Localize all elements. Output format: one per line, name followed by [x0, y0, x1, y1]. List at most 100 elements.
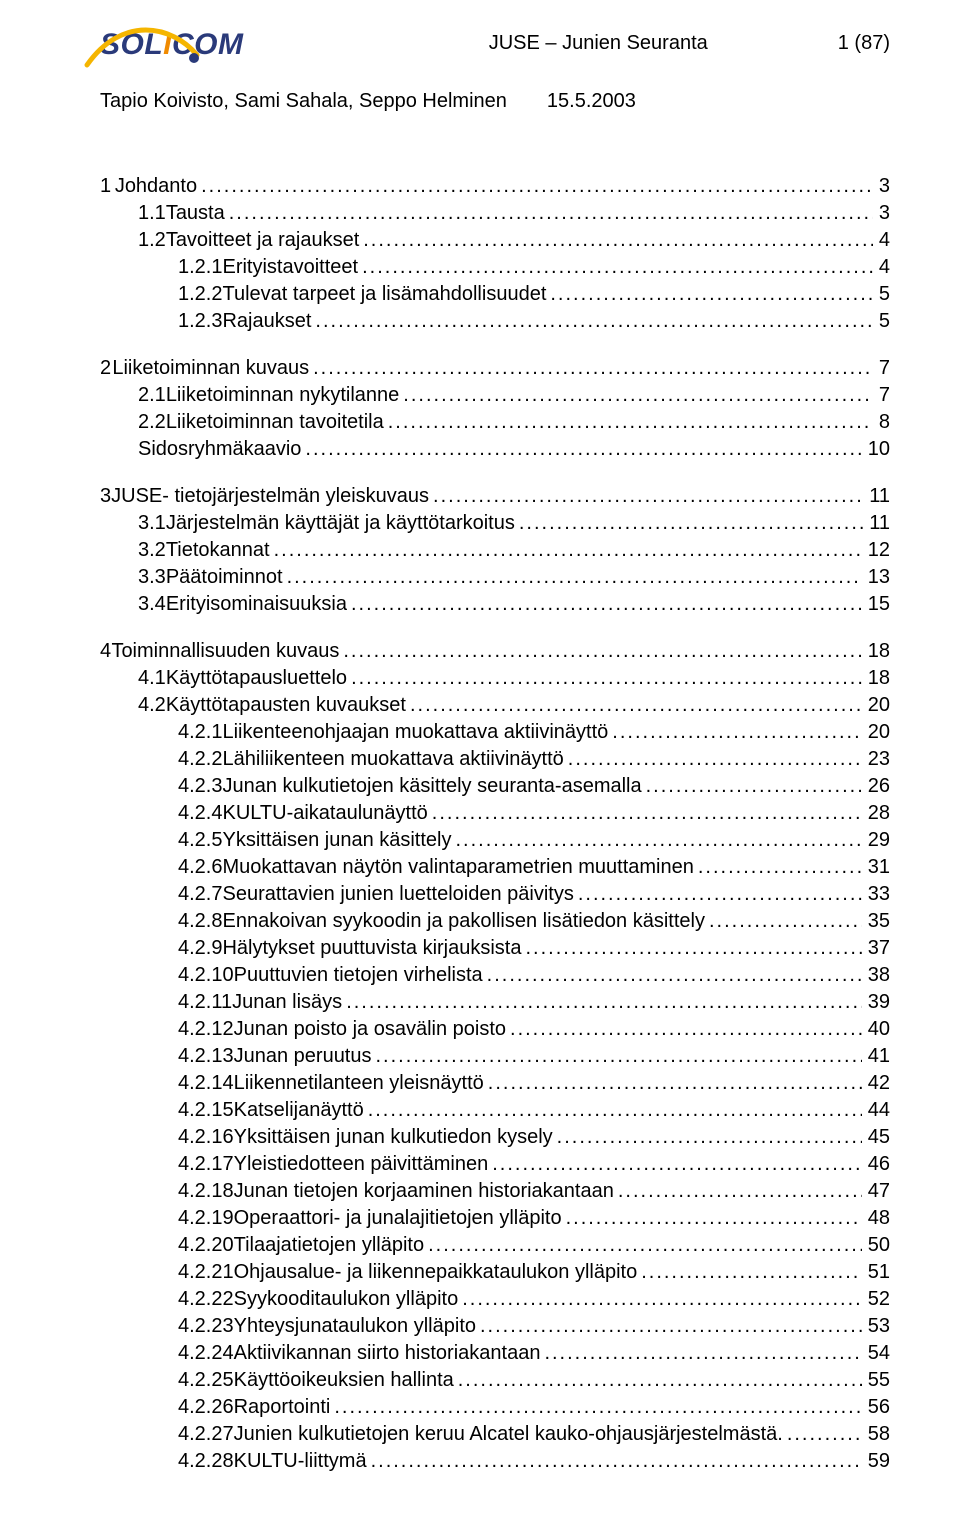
toc-entry: 4.2.6Muokattavan näytön valintaparametri… [100, 854, 890, 881]
authors-text: Tapio Koivisto, Sami Sahala, Seppo Helmi… [100, 90, 507, 113]
toc-number: 4.2.3 [178, 773, 222, 800]
toc-number: 4.2.26 [178, 1394, 234, 1421]
toc-number: 3.4 [138, 591, 166, 618]
toc-page: 53 [866, 1313, 890, 1340]
toc-leader [305, 436, 861, 463]
toc-leader [480, 1313, 862, 1340]
logo-part: I [163, 28, 172, 61]
toc-page: 5 [877, 281, 890, 308]
toc-number: 4.2.21 [178, 1259, 234, 1286]
toc-entry: 4.2.18Junan tietojen korjaaminen histori… [100, 1178, 890, 1205]
toc-title: Liikenteenohjaajan muokattava aktiivinäy… [222, 719, 608, 746]
toc-entry: 3.2Tietokannat12 [100, 537, 890, 564]
toc-leader [487, 962, 862, 989]
toc-number: 4.2.24 [178, 1340, 234, 1367]
toc-entry: 4.2.25Käyttöoikeuksien hallinta55 [100, 1367, 890, 1394]
toc-leader [510, 1016, 862, 1043]
toc-number: 2 [100, 355, 112, 382]
toc-page: 59 [866, 1448, 890, 1475]
toc-number: 4.2.18 [178, 1178, 234, 1205]
toc-title: Raportointi [234, 1394, 331, 1421]
toc-title: Yleistiedotteen päivittäminen [234, 1151, 489, 1178]
toc-page: 12 [866, 537, 890, 564]
toc-leader [229, 200, 873, 227]
toc-number: 4.2.6 [178, 854, 222, 881]
toc-entry: 1Johdanto3 [100, 173, 890, 200]
toc-page: 51 [866, 1259, 890, 1286]
toc-page: 48 [866, 1205, 890, 1232]
toc-title: Liiketoiminnan kuvaus [112, 355, 309, 382]
toc-leader [371, 1448, 862, 1475]
toc-leader [343, 638, 861, 665]
toc-entry: 4.2.21Ohjausalue- ja liikennepaikkataulu… [100, 1259, 890, 1286]
toc-title: Puuttuvien tietojen virhelista [234, 962, 483, 989]
toc-page: 38 [866, 962, 890, 989]
toc-number: 4.2.25 [178, 1367, 234, 1394]
toc-title: JUSE- tietojärjestelmän yleiskuvaus [111, 483, 429, 510]
toc-page: 37 [866, 935, 890, 962]
toc-page: 8 [877, 409, 890, 436]
doc-date: 15.5.2003 [547, 90, 636, 113]
toc-number: 4.2.22 [178, 1286, 234, 1313]
toc-entry: 4.2.10Puuttuvien tietojen virhelista38 [100, 962, 890, 989]
toc-entry: 4.2.24Aktiivikannan siirto historiakanta… [100, 1340, 890, 1367]
toc-title: Aktiivikannan siirto historiakantaan [234, 1340, 541, 1367]
toc-page: 13 [866, 564, 890, 591]
toc-leader [388, 409, 873, 436]
toc-number: 4.2.9 [178, 935, 222, 962]
toc-leader [526, 935, 862, 962]
toc-title: Sidosryhmäkaavio [138, 436, 301, 463]
toc-number: 4.2.20 [178, 1232, 234, 1259]
toc-entry: 3JUSE- tietojärjestelmän yleiskuvaus11 [100, 483, 890, 510]
toc-title: Erityisominaisuuksia [166, 591, 347, 618]
toc-leader [519, 510, 863, 537]
page-indicator: 1 (87) [838, 32, 890, 55]
logo-text: SOLICOM [100, 28, 244, 61]
toc-title: Junien kulkutietojen keruu Alcatel kauko… [234, 1421, 783, 1448]
toc-page: 45 [866, 1124, 890, 1151]
toc-number: 4.1 [138, 665, 166, 692]
toc-entry: 1.1Tausta3 [100, 200, 890, 227]
toc-title: Tavoitteet ja rajaukset [166, 227, 359, 254]
toc-entry: 4Toiminnallisuuden kuvaus18 [100, 638, 890, 665]
toc-entry: 3.1Järjestelmän käyttäjät ja käyttötarko… [100, 510, 890, 537]
toc-entry: 4.2.5Yksittäisen junan käsittely29 [100, 827, 890, 854]
toc-title: Junan tietojen korjaaminen historiakanta… [234, 1178, 614, 1205]
toc-title: Muokattavan näytön valintaparametrien mu… [222, 854, 693, 881]
toc-number: 4.2.16 [178, 1124, 234, 1151]
toc-entry: 3.3Päätoiminnot13 [100, 564, 890, 591]
toc-leader [428, 1232, 862, 1259]
page-header: SOLICOM JUSE – Junien Seuranta 1 (87) [100, 28, 890, 62]
toc-leader [410, 692, 862, 719]
toc-number: 4.2.2 [178, 746, 222, 773]
toc-title: Päätoiminnot [166, 564, 283, 591]
toc-leader [646, 773, 862, 800]
toc-page: 40 [866, 1016, 890, 1043]
toc-page: 42 [866, 1070, 890, 1097]
toc-page: 26 [866, 773, 890, 800]
toc-entry: 4.2.28KULTU-liittymä59 [100, 1448, 890, 1475]
toc-title: Yksittäisen junan kulkutiedon kysely [234, 1124, 553, 1151]
toc-number: 1 [100, 173, 115, 200]
toc-title: Yhteysjunataulukon ylläpito [234, 1313, 476, 1340]
toc-entry: 3.4Erityisominaisuuksia15 [100, 591, 890, 618]
toc-entry: 4.2.12Junan poisto ja osavälin poisto40 [100, 1016, 890, 1043]
toc-entry: 4.2.3Junan kulkutietojen käsittely seura… [100, 773, 890, 800]
authors-date-row: Tapio Koivisto, Sami Sahala, Seppo Helmi… [100, 90, 890, 113]
toc-entry: 1.2.2Tulevat tarpeet ja lisämahdollisuud… [100, 281, 890, 308]
toc-page: 11 [867, 510, 890, 537]
toc-number: 4.2.15 [178, 1097, 234, 1124]
header-right: JUSE – Junien Seuranta 1 (87) [489, 28, 890, 55]
logo-part: COM [172, 28, 244, 61]
doc-title: JUSE – Junien Seuranta [489, 32, 708, 55]
toc-entry: Sidosryhmäkaavio10 [100, 436, 890, 463]
toc-number: 4.2.23 [178, 1313, 234, 1340]
toc-number: 3.1 [138, 510, 166, 537]
toc-title: Järjestelmän käyttäjät ja käyttötarkoitu… [166, 510, 515, 537]
toc-number: 1.1 [138, 200, 166, 227]
toc-entry: 4.2.19Operaattori- ja junalajitietojen y… [100, 1205, 890, 1232]
toc-number: 4.2.19 [178, 1205, 234, 1232]
toc-page: 23 [866, 746, 890, 773]
toc-leader [351, 665, 862, 692]
toc-leader [362, 254, 873, 281]
